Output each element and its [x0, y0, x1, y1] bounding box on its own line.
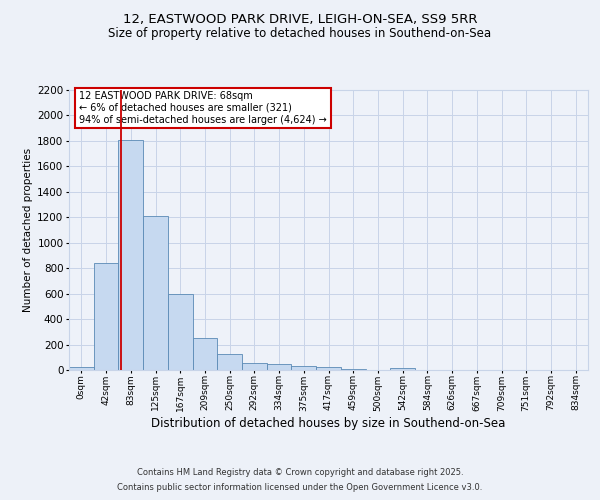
Bar: [118, 140, 143, 370]
Text: Contains HM Land Registry data © Crown copyright and database right 2025.: Contains HM Land Registry data © Crown c…: [137, 468, 463, 477]
Bar: [341, 368, 365, 370]
Bar: [94, 263, 118, 370]
Bar: [316, 367, 341, 370]
Bar: [143, 216, 168, 370]
Text: 12 EASTWOOD PARK DRIVE: 68sqm
← 6% of detached houses are smaller (321)
94% of s: 12 EASTWOOD PARK DRIVE: 68sqm ← 6% of de…: [79, 92, 327, 124]
Bar: [193, 338, 217, 370]
Text: Size of property relative to detached houses in Southend-on-Sea: Size of property relative to detached ho…: [109, 28, 491, 40]
Text: Contains public sector information licensed under the Open Government Licence v3: Contains public sector information licen…: [118, 483, 482, 492]
X-axis label: Distribution of detached houses by size in Southend-on-Sea: Distribution of detached houses by size …: [151, 418, 506, 430]
Bar: [168, 294, 193, 370]
Bar: [390, 368, 415, 370]
Bar: [69, 367, 94, 370]
Bar: [267, 364, 292, 370]
Text: 12, EASTWOOD PARK DRIVE, LEIGH-ON-SEA, SS9 5RR: 12, EASTWOOD PARK DRIVE, LEIGH-ON-SEA, S…: [123, 12, 477, 26]
Bar: [242, 363, 267, 370]
Bar: [217, 354, 242, 370]
Y-axis label: Number of detached properties: Number of detached properties: [23, 148, 33, 312]
Bar: [292, 366, 316, 370]
